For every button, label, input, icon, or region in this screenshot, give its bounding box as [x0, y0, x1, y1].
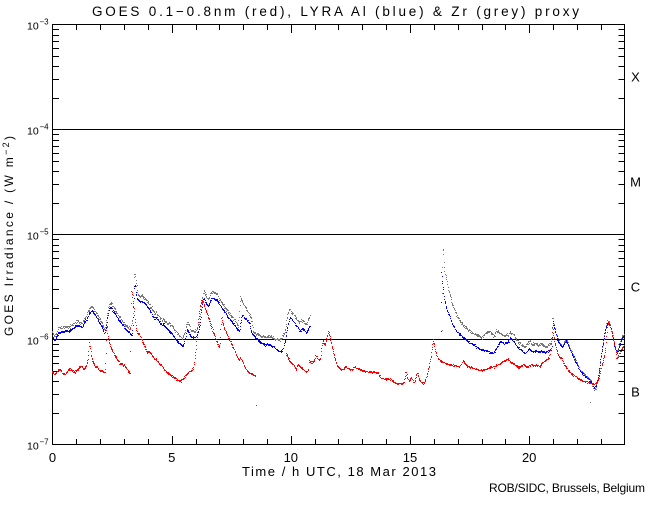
svg-text:10: 10	[284, 450, 298, 465]
svg-text:−3: −3	[40, 18, 50, 27]
svg-text:−7: −7	[40, 438, 50, 447]
svg-text:10: 10	[27, 231, 39, 243]
svg-text:M: M	[630, 174, 641, 189]
svg-text:GOES Irradiance / (W m−2): GOES Irradiance / (W m−2)	[1, 136, 16, 336]
svg-text:10: 10	[27, 21, 39, 33]
svg-text:B: B	[631, 384, 640, 399]
svg-text:20: 20	[522, 450, 536, 465]
svg-text:5: 5	[168, 450, 175, 465]
svg-text:GOES 0.1−0.8nm (red), LYRA Al: GOES 0.1−0.8nm (red), LYRA Al (blue) & Z…	[92, 4, 579, 19]
svg-text:0: 0	[49, 450, 56, 465]
svg-text:15: 15	[403, 450, 417, 465]
svg-text:Time / h UTC, 18 Mar 2013: Time / h UTC, 18 Mar 2013	[242, 464, 436, 479]
svg-text:−5: −5	[40, 228, 50, 237]
svg-text:−4: −4	[40, 123, 50, 132]
svg-text:ROB/SIDC, Brussels, Belgium: ROB/SIDC, Brussels, Belgium	[489, 481, 645, 495]
svg-text:C: C	[631, 279, 640, 294]
svg-text:−6: −6	[40, 333, 50, 342]
svg-text:10: 10	[27, 336, 39, 348]
svg-text:10: 10	[27, 126, 39, 138]
svg-text:X: X	[631, 69, 640, 84]
svg-text:10: 10	[27, 441, 39, 453]
